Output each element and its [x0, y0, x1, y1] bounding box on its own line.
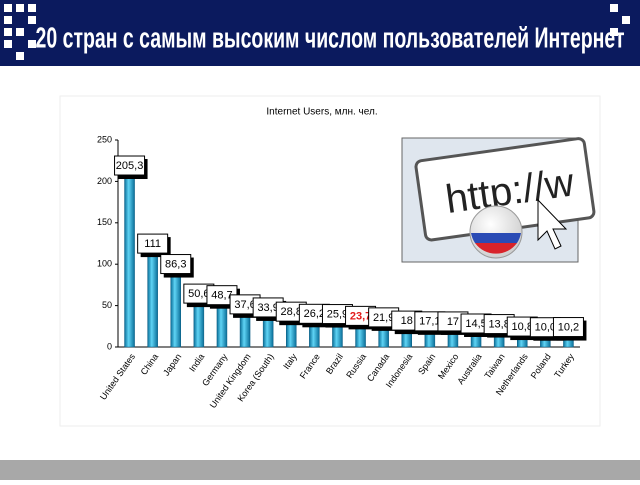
bar [401, 331, 412, 348]
y-tick-label: 200 [97, 176, 112, 186]
label-box [114, 155, 146, 176]
value-label: 25,9 [327, 308, 348, 320]
value-label: 37,6 [234, 299, 255, 311]
illustration: http://w [401, 137, 596, 263]
bar [309, 325, 320, 348]
value-label: 86,3 [165, 258, 186, 270]
bar [216, 306, 228, 348]
bar [262, 318, 274, 348]
bar [424, 332, 436, 348]
value-label: 48,7 [211, 290, 232, 302]
label-box [160, 254, 192, 275]
value-label: 205,3 [116, 160, 144, 172]
label-box [137, 233, 169, 254]
bar [332, 325, 343, 348]
value-label: 28,8 [281, 306, 302, 318]
value-label: 26,2 [304, 308, 325, 320]
value-label: 18 [401, 315, 413, 327]
header-band [0, 0, 640, 66]
value-label: 14,5 [465, 318, 486, 330]
y-tick-label: 0 [107, 341, 112, 351]
bar [193, 304, 205, 348]
value-label: 50,6 [188, 288, 209, 300]
label-box [552, 317, 584, 338]
value-label: 10,8 [512, 321, 533, 333]
bar [378, 328, 389, 348]
bar [286, 322, 297, 348]
bar [355, 327, 366, 348]
value-label: 13,8 [488, 318, 509, 330]
y-tick-label: 150 [97, 217, 112, 227]
value-label: 33,9 [257, 302, 278, 314]
value-label: 17 [447, 316, 459, 328]
bar [239, 315, 251, 348]
value-label: 111 [144, 238, 161, 250]
value-label: 10,0 [535, 322, 556, 334]
value-label: 21,9 [373, 312, 394, 324]
value-label: 23,7 [350, 310, 371, 322]
bar [147, 254, 158, 348]
value-label: 17,1 [419, 316, 440, 328]
y-tick-label: 50 [102, 300, 112, 310]
slide-title: 20 стран с самым высоким числом пользова… [36, 23, 625, 55]
chart-title: Internet Users, млн. чел. [266, 107, 377, 118]
header-squares [4, 4, 630, 60]
y-tick-label: 100 [97, 259, 112, 269]
value-label: 10,2 [558, 321, 579, 333]
bar [124, 176, 135, 348]
y-tick-label: 250 [97, 134, 112, 144]
bar [447, 332, 459, 348]
footer-band [0, 460, 640, 480]
bar [170, 275, 181, 348]
